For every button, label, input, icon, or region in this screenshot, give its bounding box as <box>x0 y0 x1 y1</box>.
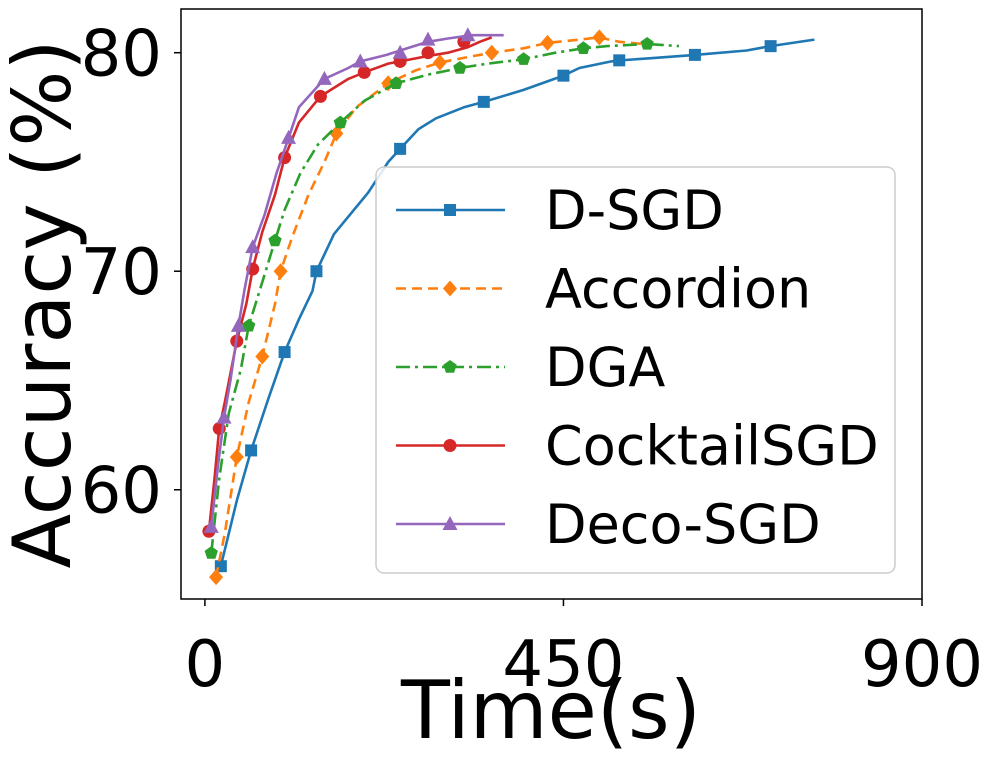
data-point-d-sgd-3 <box>310 265 323 278</box>
data-point-cocktailsgd-8 <box>421 46 435 60</box>
y-tick-label: 70 <box>81 236 162 310</box>
legend-marker-d-sgd <box>444 204 456 216</box>
series-layer <box>202 27 815 586</box>
series-line-accordion <box>214 36 644 578</box>
data-point-accordion-3 <box>273 263 288 280</box>
data-point-accordion-9 <box>592 29 607 46</box>
y-tick-label: 80 <box>81 18 162 92</box>
x-tick-label: 450 <box>502 628 624 702</box>
data-point-accordion-0 <box>209 569 224 586</box>
data-point-dga-6 <box>517 52 531 65</box>
data-point-accordion-8 <box>540 34 555 51</box>
legend: D-SGD Accordion DGA CocktailSGD Deco-SGD <box>375 166 896 574</box>
legend-marker-deco-sgd <box>442 516 458 530</box>
data-point-d-sgd-5 <box>477 95 490 108</box>
legend-marker-accordion <box>443 280 457 297</box>
data-point-dga-8 <box>640 37 654 50</box>
data-point-deco-sgd-7 <box>392 44 408 59</box>
data-point-dga-2 <box>268 233 282 247</box>
series-line-dga <box>210 42 680 554</box>
data-point-deco-sgd-8 <box>420 31 436 46</box>
data-point-d-sgd-1 <box>245 444 258 457</box>
data-point-accordion-1 <box>229 448 244 465</box>
ticks-layer: 0 450 900 60 70 80 <box>81 18 984 702</box>
data-point-d-sgd-6 <box>557 69 570 82</box>
legend-label-accordion: Accordion <box>545 258 811 321</box>
data-point-deco-sgd-1 <box>216 409 232 424</box>
data-point-d-sgd-2 <box>278 346 291 359</box>
y-tick-label: 60 <box>81 455 162 529</box>
data-point-deco-sgd-6 <box>352 53 368 68</box>
data-point-dga-3 <box>333 115 347 129</box>
data-point-deco-sgd-4 <box>281 129 297 144</box>
legend-marker-cocktailsgd <box>443 439 457 452</box>
legend-label-d-sgd: D-SGD <box>545 179 724 242</box>
data-point-dga-0 <box>204 546 218 559</box>
data-point-accordion-4 <box>329 125 344 142</box>
series-line-deco-sgd <box>210 33 504 528</box>
data-point-cocktailsgd-6 <box>357 65 371 79</box>
data-point-dga-1 <box>242 318 256 332</box>
data-point-d-sgd-7 <box>613 54 626 67</box>
data-point-d-sgd-4 <box>394 142 407 155</box>
data-point-d-sgd-8 <box>688 48 701 61</box>
data-point-dga-5 <box>453 61 467 74</box>
x-axis-label: Time(s) <box>400 664 701 757</box>
data-point-dga-7 <box>576 41 590 54</box>
x-tick-label: 900 <box>861 628 983 702</box>
x-tick-label: 0 <box>185 628 226 702</box>
data-point-accordion-7 <box>484 44 499 61</box>
data-point-d-sgd-9 <box>764 40 777 53</box>
y-axis-label: Accuracy (%) <box>0 39 89 568</box>
data-point-accordion-6 <box>432 54 447 71</box>
series-line-cocktailsgd <box>207 36 493 532</box>
plot-frame <box>180 8 923 600</box>
legend-box <box>375 166 896 574</box>
data-point-accordion-2 <box>255 348 270 365</box>
legend-label-deco-sgd: Deco-SGD <box>545 493 821 556</box>
data-point-deco-sgd-3 <box>245 239 261 254</box>
data-point-deco-sgd-9 <box>460 27 476 42</box>
data-point-deco-sgd-0 <box>203 518 219 533</box>
data-point-dga-4 <box>389 76 403 89</box>
legend-marker-dga <box>443 360 457 373</box>
data-point-deco-sgd-5 <box>316 70 332 85</box>
legend-label-dga: DGA <box>545 336 665 399</box>
data-point-cocktailsgd-5 <box>313 89 327 103</box>
data-point-deco-sgd-2 <box>230 317 246 332</box>
legend-label-cocktailsgd: CocktailSGD <box>545 415 879 478</box>
